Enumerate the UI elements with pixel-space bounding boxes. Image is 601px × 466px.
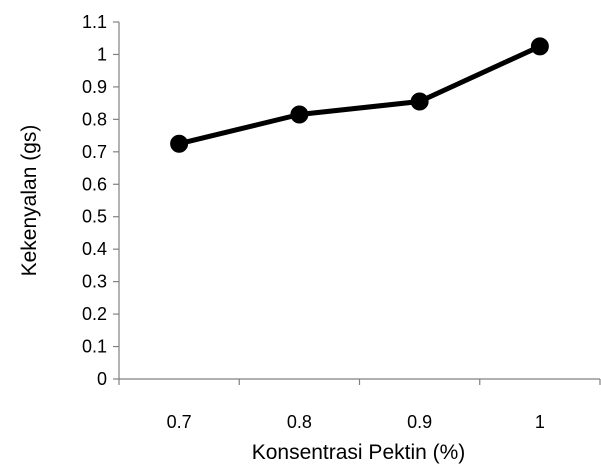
y-tick-label: 0.2 xyxy=(82,304,107,324)
x-axis-title: Konsentrasi Pektin (%) xyxy=(252,441,466,464)
y-tick-label: 0.6 xyxy=(82,174,107,194)
y-tick-label: 0.9 xyxy=(82,77,107,97)
y-tick-label: 0.1 xyxy=(82,337,107,357)
y-tick-label: 0 xyxy=(97,369,107,389)
data-point-marker xyxy=(410,92,429,111)
y-tick-label: 1 xyxy=(97,44,107,64)
data-point-marker xyxy=(170,134,189,153)
y-axis-title: Kekenyalan (gs) xyxy=(18,125,41,277)
y-tick-label: 0.8 xyxy=(82,109,107,129)
x-tick-label: 0.8 xyxy=(287,412,312,432)
y-tick-label: 0.7 xyxy=(82,142,107,162)
data-point-marker xyxy=(290,105,309,124)
series-line xyxy=(176,43,543,147)
x-ticks: 0.7 0.8 0.9 1 xyxy=(118,379,601,432)
x-tick-label: 0.7 xyxy=(167,412,192,432)
y-ticks: 0 0.1 0.2 0.3 0.4 0.5 0.6 0.7 0.8 0.9 1 1.1 xyxy=(82,12,119,389)
y-tick-label: 0.5 xyxy=(82,207,107,227)
series xyxy=(170,37,549,153)
y-tick-label: 1.1 xyxy=(82,12,107,32)
y-tick-label: 0.4 xyxy=(82,239,107,259)
x-tick-label: 0.9 xyxy=(407,412,432,432)
y-tick-label: 0.3 xyxy=(82,272,107,292)
axes xyxy=(118,22,600,380)
x-tick-label: 1 xyxy=(535,412,545,432)
data-point-marker xyxy=(530,37,549,56)
